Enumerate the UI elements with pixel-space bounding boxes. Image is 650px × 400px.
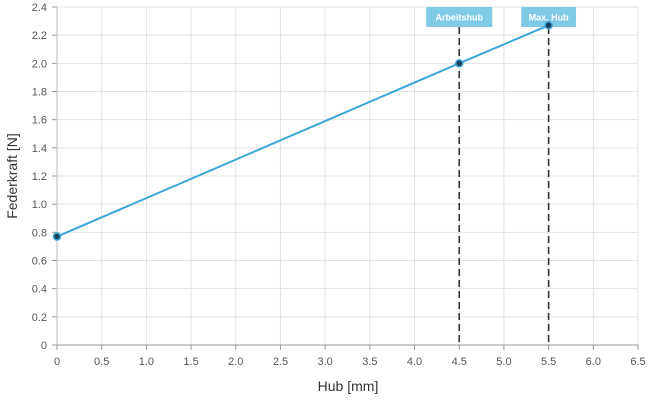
marker-label: Max. Hub	[529, 13, 570, 23]
data-point	[454, 59, 464, 68]
y-axis-title: Federkraft [N]	[4, 133, 20, 219]
y-tick-label: 0.6	[32, 256, 47, 268]
y-tick-label: 1.8	[32, 87, 47, 99]
x-tick-label: 4.5	[452, 356, 467, 368]
x-tick-label: 2.0	[228, 356, 243, 368]
y-tick-label: 2.0	[32, 58, 47, 70]
x-tick-label: 2.5	[273, 356, 288, 368]
x-tick-label: 5.0	[496, 356, 511, 368]
data-series	[52, 21, 553, 241]
tick-labels: 0 0.5 1.0 1.5 2.0 2.5 3.0 3.5 4.0 4.5 5.0 5.5 6.0 6.5…	[32, 2, 646, 368]
x-axis-title: Hub [mm]	[318, 378, 379, 394]
y-tick-label: 1.0	[32, 199, 47, 211]
marker-flag	[521, 7, 577, 27]
y-tick-label: 0.2	[32, 312, 47, 324]
y-tick-label: 2.4	[32, 2, 47, 14]
y-tick-label: 0	[41, 340, 47, 352]
marker-flag	[426, 7, 493, 27]
y-tick-label: 0.4	[32, 284, 47, 296]
x-tick-label: 4.0	[407, 356, 422, 368]
x-tick-label: 1.5	[183, 356, 198, 368]
x-tick-label: 3.5	[362, 356, 377, 368]
y-tick-label: 1.6	[32, 115, 47, 127]
reference-markers: Arbeitshub Max. Hub	[426, 7, 577, 345]
series-line	[56, 24, 550, 238]
data-point	[52, 232, 62, 241]
x-tick-label: 1.0	[139, 356, 154, 368]
y-tick-label: 1.2	[32, 171, 47, 183]
x-tick-label: 5.5	[541, 356, 556, 368]
x-tick-label: 3.0	[318, 356, 333, 368]
x-tick-label: 6.5	[630, 356, 645, 368]
data-point	[544, 21, 553, 30]
x-tick-label: 6.0	[586, 356, 601, 368]
axes	[52, 6, 639, 350]
x-tick-label: 0	[54, 356, 60, 368]
y-tick-label: 0.8	[32, 227, 47, 239]
y-tick-label: 2.2	[32, 30, 47, 42]
marker-label: Arbeitshub	[435, 13, 483, 23]
x-tick-label: 0.5	[94, 356, 109, 368]
y-tick-label: 1.4	[32, 143, 47, 155]
grid	[57, 6, 639, 345]
